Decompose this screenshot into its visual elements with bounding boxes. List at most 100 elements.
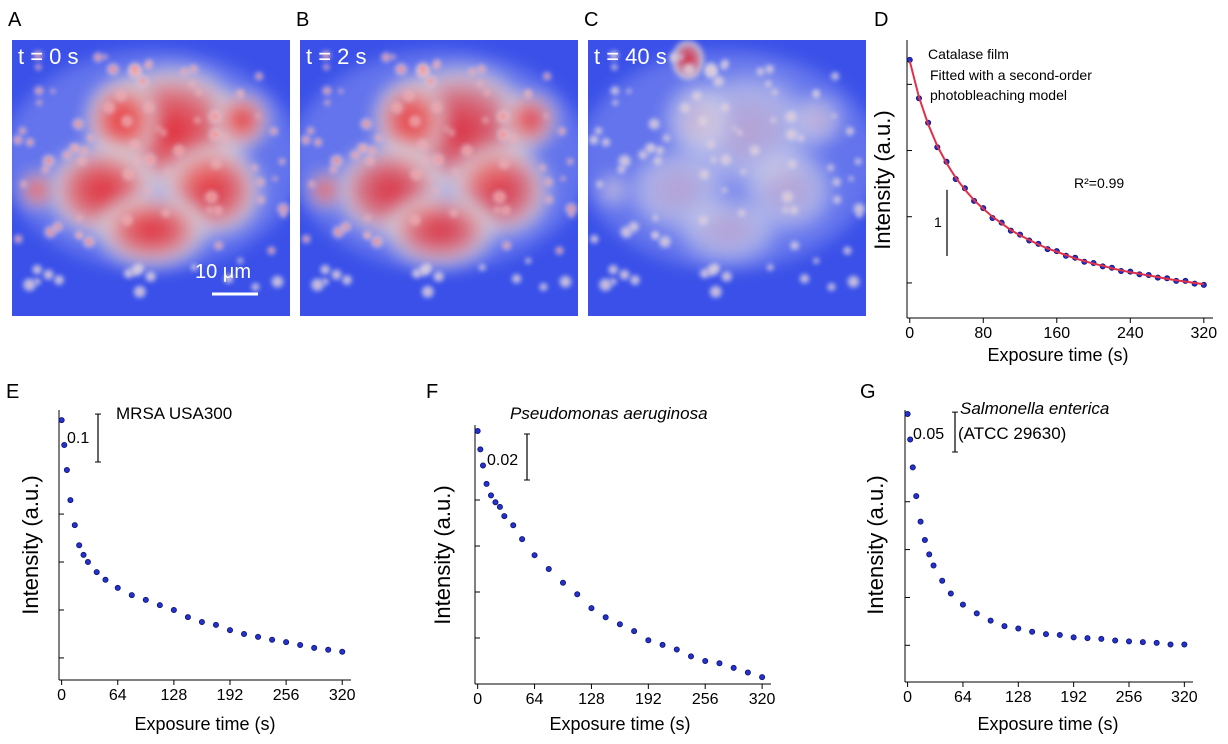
cell	[340, 273, 354, 287]
cell	[12, 134, 24, 146]
cell	[270, 274, 285, 290]
cell	[654, 144, 666, 157]
data-point	[483, 480, 490, 487]
cell	[408, 114, 422, 129]
cell	[121, 214, 134, 227]
data-point	[909, 464, 916, 471]
cell	[389, 53, 397, 61]
cell	[690, 89, 704, 103]
cell	[207, 126, 224, 143]
data-point	[71, 522, 78, 529]
cell	[625, 88, 632, 95]
cell	[193, 116, 202, 125]
cell	[194, 88, 203, 97]
data-point	[631, 628, 638, 635]
cell	[565, 157, 575, 166]
cell	[431, 61, 441, 71]
cell	[222, 272, 235, 285]
data-point	[67, 497, 74, 504]
cell	[830, 71, 841, 82]
data-point	[226, 627, 233, 634]
annotation: Fitted with a second-order	[930, 67, 1092, 83]
data-point	[673, 646, 680, 653]
cell	[842, 245, 853, 256]
cell	[207, 108, 223, 125]
cell	[307, 179, 317, 189]
cell	[254, 112, 262, 120]
scale-bar-label: 1	[934, 214, 942, 230]
x-axis-label: Exposure time (s)	[134, 714, 275, 734]
cell	[609, 277, 618, 286]
cell	[709, 155, 719, 165]
cell	[789, 240, 801, 252]
data-point	[917, 518, 924, 525]
data-point	[1126, 638, 1133, 645]
data-point	[325, 646, 332, 653]
cell	[363, 214, 372, 222]
cell	[852, 201, 866, 216]
cell	[331, 224, 346, 240]
cell	[81, 234, 97, 249]
scale-bar-label: 10 μm	[195, 261, 251, 283]
cell	[236, 257, 245, 265]
cell	[73, 144, 80, 151]
data-point	[645, 637, 652, 644]
cell	[322, 63, 331, 72]
x-tick-label: 64	[954, 689, 972, 706]
cell	[19, 179, 29, 189]
annotation: (ATCC 29630)	[958, 424, 1066, 443]
cell	[844, 126, 856, 137]
cell	[159, 128, 168, 137]
time-label: t = 2 s	[306, 44, 367, 69]
cell	[300, 134, 312, 146]
cell	[448, 208, 459, 219]
cell	[160, 208, 171, 219]
x-axis-label: Exposure time (s)	[987, 345, 1128, 365]
data-point	[1167, 641, 1174, 648]
data-point	[1042, 631, 1049, 638]
cell	[542, 112, 550, 120]
data-point	[487, 492, 494, 499]
data-point	[921, 537, 928, 544]
cell	[188, 79, 197, 89]
x-tick-label: 320	[329, 687, 356, 704]
x-tick-label: 128	[161, 687, 188, 704]
data-point	[61, 442, 68, 449]
cell	[538, 163, 547, 172]
cell	[35, 98, 43, 107]
data-point	[574, 591, 581, 598]
cell	[677, 53, 685, 61]
x-axis-label: Exposure time (s)	[977, 714, 1118, 734]
chart: F 0 64 128 192 256 320 Exposure time (s) Intensi…	[426, 381, 776, 734]
cell	[32, 49, 44, 61]
cell	[52, 273, 66, 287]
cell	[739, 167, 748, 176]
annotation: MRSA USA300	[116, 404, 232, 423]
cell	[179, 66, 190, 77]
x-tick-label: 256	[1116, 689, 1143, 706]
cell	[279, 210, 288, 219]
cell	[755, 66, 766, 77]
cell	[321, 85, 333, 97]
data-point	[269, 636, 276, 643]
cell	[593, 126, 604, 136]
data-point	[907, 436, 914, 443]
data-point	[1084, 635, 1091, 642]
cell	[366, 144, 378, 157]
data-point	[1153, 639, 1160, 646]
annotation: R²=0.99	[1074, 175, 1124, 191]
cell	[812, 257, 821, 265]
cell	[256, 194, 267, 205]
data-point	[156, 602, 163, 609]
cell	[832, 194, 843, 205]
cell	[556, 126, 568, 137]
cell	[409, 214, 422, 227]
cell	[538, 282, 549, 292]
x-tick-label: 64	[109, 687, 127, 704]
cell	[476, 63, 488, 75]
data-point	[588, 605, 595, 612]
cell	[34, 63, 43, 72]
cell	[142, 152, 158, 167]
cell	[135, 74, 150, 89]
